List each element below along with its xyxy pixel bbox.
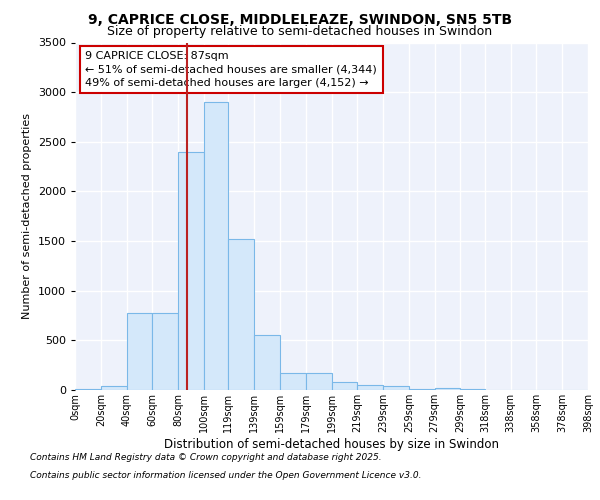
Bar [152,312,178,390]
Bar [409,389,434,390]
Text: Size of property relative to semi-detached houses in Swindon: Size of property relative to semi-detach… [107,25,493,38]
Text: 9 CAPRICE CLOSE: 87sqm
← 51% of semi-detached houses are smaller (4,344)
49% of : 9 CAPRICE CLOSE: 87sqm ← 51% of semi-det… [85,51,377,88]
Text: 9, CAPRICE CLOSE, MIDDLELEAZE, SWINDON, SN5 5TB: 9, CAPRICE CLOSE, MIDDLELEAZE, SWINDON, … [88,12,512,26]
Bar [178,152,204,390]
Bar [434,388,460,390]
Bar [75,389,101,390]
Bar [229,239,254,390]
Bar [254,336,280,390]
Text: Contains public sector information licensed under the Open Government Licence v3: Contains public sector information licen… [30,471,421,480]
Bar [204,102,229,390]
Bar [127,312,152,390]
X-axis label: Distribution of semi-detached houses by size in Swindon: Distribution of semi-detached houses by … [164,438,499,450]
Bar [306,372,331,390]
Bar [280,372,306,390]
Bar [101,386,127,390]
Bar [357,384,383,390]
Text: Contains HM Land Registry data © Crown copyright and database right 2025.: Contains HM Land Registry data © Crown c… [30,454,382,462]
Bar [460,389,485,390]
Bar [331,382,357,390]
Bar [383,386,409,390]
Y-axis label: Number of semi-detached properties: Number of semi-detached properties [22,114,32,320]
